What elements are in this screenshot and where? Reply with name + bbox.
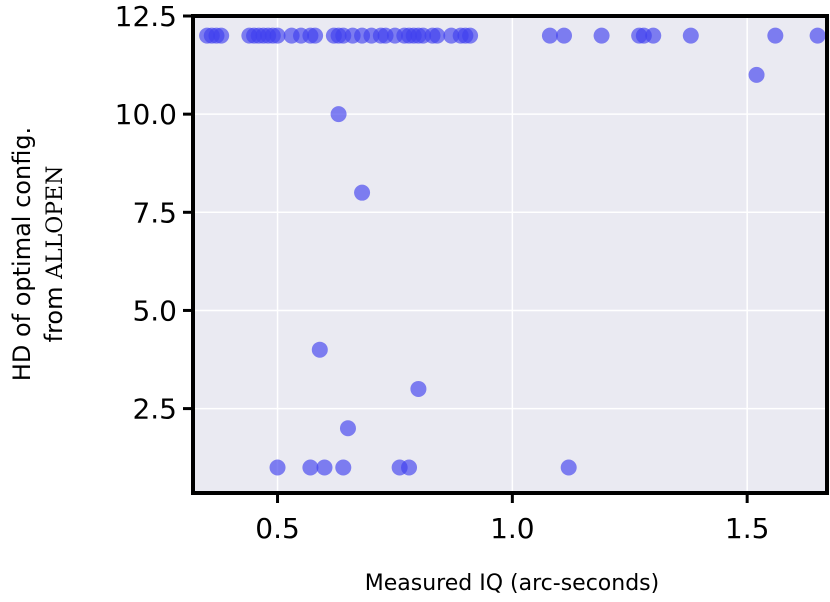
data-point xyxy=(682,27,699,44)
data-point xyxy=(645,27,662,44)
y-tick-label: 7.5 xyxy=(132,196,177,229)
y-axis-title-second-line: from ALLOPEN xyxy=(40,166,68,343)
y-tick-label: 2.5 xyxy=(132,393,177,426)
svg-text:from ALLOPEN: from ALLOPEN xyxy=(40,166,68,343)
data-point xyxy=(462,27,479,44)
y-axis-title-line1: HD of optimal config. xyxy=(8,127,36,381)
data-point xyxy=(560,459,577,476)
data-point xyxy=(339,420,356,437)
y-axis-title-line2-name: ALLOPEN xyxy=(43,166,68,280)
data-point xyxy=(541,27,558,44)
data-point xyxy=(556,27,573,44)
y-axis-title-line2-prefix: from xyxy=(40,279,68,342)
data-points xyxy=(199,27,826,476)
x-tick-label: 1.0 xyxy=(490,512,535,545)
x-tick-label: 0.5 xyxy=(255,512,300,545)
data-point xyxy=(269,27,286,44)
data-point xyxy=(429,27,446,44)
data-point xyxy=(354,184,371,201)
data-point xyxy=(335,459,352,476)
data-point xyxy=(767,27,784,44)
data-point xyxy=(307,27,324,44)
plot-frame xyxy=(191,14,829,495)
plot-background xyxy=(193,16,827,493)
data-point xyxy=(269,459,286,476)
data-point xyxy=(410,380,427,397)
data-point xyxy=(302,459,319,476)
y-tick-label: 10.0 xyxy=(115,98,177,131)
grid-lines xyxy=(193,15,827,493)
data-point xyxy=(593,27,610,44)
data-point xyxy=(401,459,418,476)
x-axis-ticks: 0.5 1.0 1.5 xyxy=(255,493,769,545)
y-tick-label: 5.0 xyxy=(132,294,177,327)
data-point xyxy=(213,27,230,44)
x-tick-label: 1.5 xyxy=(725,512,770,545)
data-point xyxy=(748,66,765,83)
x-axis-title: Measured IQ (arc-seconds) xyxy=(365,571,659,596)
y-axis-title: HD of optimal config. xyxy=(8,127,36,381)
data-point xyxy=(809,27,826,44)
y-tick-label: 12.5 xyxy=(115,0,177,33)
y-axis-ticks: 2.5 5.0 7.5 10.0 12.5 xyxy=(115,0,193,426)
data-point xyxy=(316,459,333,476)
data-point xyxy=(311,341,328,358)
data-point xyxy=(330,106,347,123)
